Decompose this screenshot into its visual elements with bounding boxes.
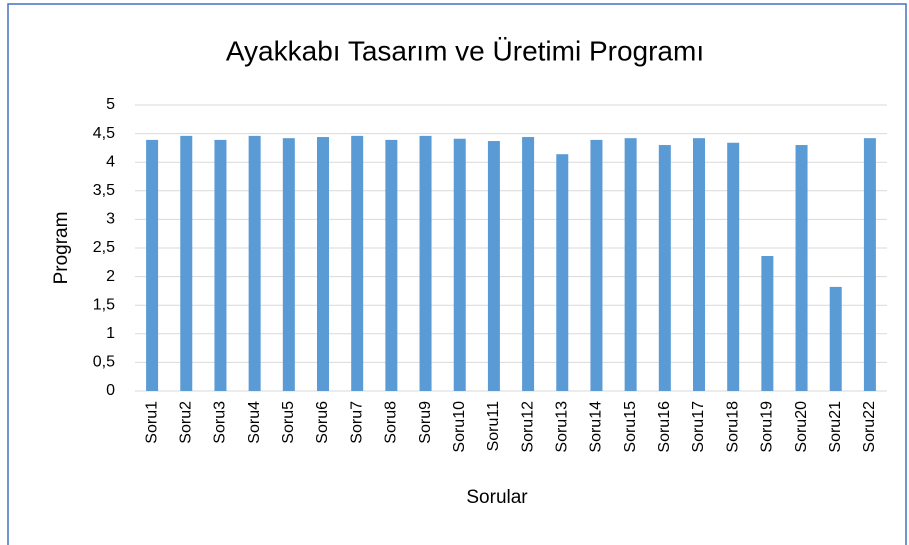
x-tick-label: Soru2 — [177, 401, 194, 444]
bar — [795, 145, 808, 391]
y-tick-label: 0,5 — [93, 354, 115, 371]
x-tick-label: Soru10 — [451, 401, 468, 453]
x-tick-label: Soru20 — [793, 401, 810, 453]
y-tick-label: 1 — [106, 325, 115, 342]
bar — [522, 137, 535, 391]
y-tick-label: 3,5 — [93, 182, 115, 199]
y-tick-label: 4,5 — [93, 125, 115, 142]
bar — [385, 139, 398, 391]
bar — [829, 286, 842, 391]
x-tick-label: Soru5 — [280, 401, 297, 444]
x-tick-label: Soru13 — [553, 401, 570, 453]
x-tick-label: Soru19 — [759, 401, 776, 453]
x-tick-label: Soru9 — [417, 401, 434, 444]
x-tick-label: Soru8 — [383, 401, 400, 444]
x-tick-label: Soru1 — [143, 401, 160, 444]
bar — [146, 139, 159, 391]
x-axis-label: Sorular — [466, 487, 528, 508]
y-tick-label: 3 — [106, 211, 115, 228]
bar — [317, 137, 329, 391]
y-tick-label: 4 — [106, 153, 115, 170]
y-tick-label: 5 — [106, 96, 115, 113]
bar — [214, 139, 227, 391]
bar — [453, 138, 466, 391]
x-tick-label: Soru18 — [724, 401, 741, 453]
chart-title: Ayakkabı Tasarım ve Üretimi Programı — [226, 35, 704, 66]
bar — [487, 141, 500, 391]
y-tick-label: 0 — [106, 382, 115, 399]
x-tick-label: Soru12 — [519, 401, 536, 453]
bar — [180, 135, 193, 391]
bar — [727, 142, 740, 391]
x-tick-label: Soru14 — [588, 401, 605, 453]
x-tick-label: Soru17 — [690, 401, 707, 453]
x-tick-label: Soru21 — [827, 401, 844, 453]
bar — [419, 135, 432, 391]
y-axis-label: Program — [51, 212, 72, 285]
x-tick-label: Soru4 — [246, 401, 263, 444]
x-tick-label: Soru6 — [314, 401, 331, 444]
bar — [282, 138, 295, 391]
bar — [351, 135, 364, 391]
y-tick-label: 2,5 — [93, 239, 115, 256]
bar — [556, 154, 569, 391]
x-tick-label: Soru16 — [656, 401, 673, 453]
bar — [761, 256, 774, 391]
x-tick-label: Soru15 — [622, 401, 639, 453]
x-tick-label: Soru7 — [348, 401, 365, 444]
x-tick-label: Soru3 — [212, 401, 229, 444]
y-tick-label: 2 — [106, 268, 115, 285]
x-tick-label: Soru11 — [485, 401, 502, 452]
x-tick-label: Soru22 — [861, 401, 878, 453]
bar — [248, 135, 261, 391]
bar — [693, 138, 705, 391]
bar — [624, 138, 637, 391]
bar — [863, 138, 876, 391]
y-tick-label: 1,5 — [93, 296, 115, 313]
bar — [590, 139, 603, 391]
bar — [658, 145, 671, 391]
